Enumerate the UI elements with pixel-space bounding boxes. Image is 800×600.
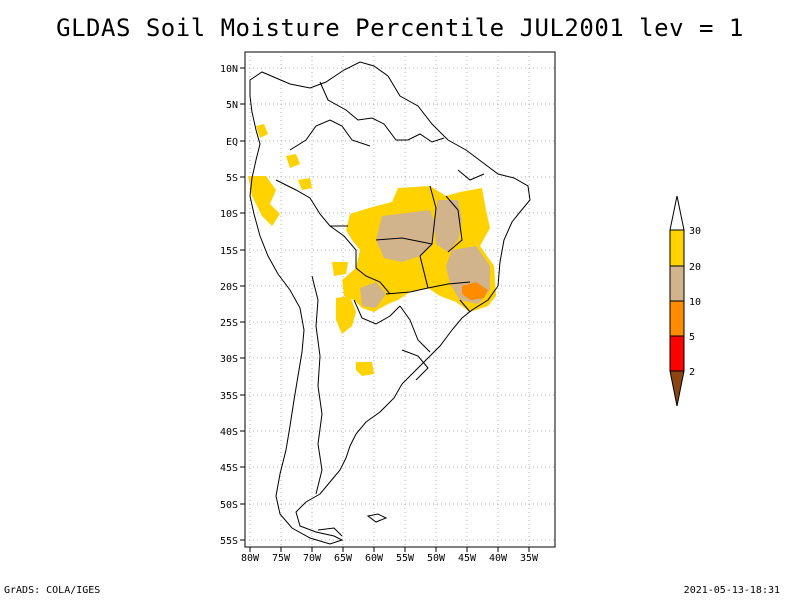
border-falklands <box>366 513 388 523</box>
legend-label: 20 <box>689 262 701 273</box>
lat-label: 20S <box>220 282 238 293</box>
legend-label: 5 <box>689 332 695 343</box>
lat-label: 25S <box>220 318 238 329</box>
lon-labels: 80W 75W 70W 65W 60W 55W 50W 45W 40W 35W <box>241 553 539 564</box>
color-legend: 30 20 10 5 2 <box>669 195 701 407</box>
shaded-areas <box>248 124 496 376</box>
lat-label: 30S <box>220 354 238 365</box>
border-brazil-states-3 <box>445 195 463 253</box>
legend-label: 10 <box>689 297 701 308</box>
lat-labels: 10N 5N EQ 5S 10S 15S 20S 25S 30S 35S 40S… <box>220 64 238 547</box>
area-pct-10-20-mato-grosso-sul <box>360 282 386 308</box>
border-colombia-brazil <box>289 119 371 151</box>
lat-label: 55S <box>220 536 238 547</box>
lon-label: 65W <box>334 553 353 564</box>
south-america-coastline <box>249 61 531 545</box>
border-brazil-states-5 <box>419 255 429 289</box>
lat-label: 10N <box>220 64 238 75</box>
border-bolivia <box>329 225 391 295</box>
area-pct-20-30-chaco <box>336 296 356 334</box>
border-chile-argentina <box>311 275 323 495</box>
legend-top-arrow <box>669 195 685 231</box>
border-brazil-states-7 <box>459 299 471 313</box>
lat-ticks <box>240 67 245 541</box>
lon-ticks <box>249 547 530 552</box>
border-peru-brazil <box>275 179 348 227</box>
footer-timestamp: 2021-05-13-18:31 <box>683 585 780 596</box>
area-pct-20-30-colombia-bits <box>286 154 300 168</box>
lon-label: 45W <box>458 553 477 564</box>
legend-swatch-20 <box>669 265 685 302</box>
border-paraguay <box>353 299 401 325</box>
coastlines-borders <box>249 61 531 545</box>
lon-label: 80W <box>241 553 260 564</box>
area-pct-20-30-bolivia-small <box>332 262 348 276</box>
lat-label: 15S <box>220 246 238 257</box>
lat-label: 40S <box>220 427 238 438</box>
border-venezuela <box>319 81 373 121</box>
border-brazil-states-6 <box>457 169 485 181</box>
lon-label: 55W <box>396 553 415 564</box>
area-pct-10-20-bahia <box>434 200 462 252</box>
lon-label: 50W <box>427 553 446 564</box>
lat-label: 50S <box>220 500 238 511</box>
legend-label: 30 <box>689 226 701 237</box>
area-pct-20-30-ecuador <box>256 124 268 138</box>
border-uruguay <box>401 349 429 381</box>
area-pct-20-30-argentina <box>356 362 374 376</box>
border-argentina-brazil <box>399 305 431 353</box>
border-guianas <box>371 117 445 143</box>
legend-swatch-30 <box>669 229 685 267</box>
legend-swatch-5 <box>669 335 685 372</box>
footer-credit: GrADS: COLA/IGES <box>4 585 101 596</box>
border-brazil-states-2 <box>375 237 433 245</box>
lat-label: 5S <box>226 173 238 184</box>
map-title: GLDAS Soil Moisture Percentile JUL2001 l… <box>56 14 744 42</box>
lon-label: 75W <box>272 553 291 564</box>
lat-label: 45S <box>220 463 238 474</box>
lon-label: 40W <box>489 553 508 564</box>
area-pct-20-30-peru-inland <box>298 178 312 190</box>
legend-swatch-10 <box>669 300 685 337</box>
lat-label: 5N <box>226 100 238 111</box>
lat-label: 10S <box>220 209 238 220</box>
lon-label: 60W <box>365 553 384 564</box>
border-tierra-del-fuego <box>317 527 343 537</box>
area-pct-20-30-peru <box>248 176 280 226</box>
lat-label: 35S <box>220 391 238 402</box>
lon-label: 70W <box>303 553 322 564</box>
area-pct-10-20-goias <box>376 210 436 262</box>
border-brazil-states-1 <box>419 185 437 257</box>
lon-label: 35W <box>520 553 539 564</box>
legend-label: 2 <box>689 367 695 378</box>
map-frame <box>244 51 556 548</box>
map-gridlines <box>245 52 555 547</box>
area-pct-5-10-minas <box>462 282 488 300</box>
legend-bottom-arrow <box>669 370 685 407</box>
lat-label: EQ <box>226 137 238 148</box>
